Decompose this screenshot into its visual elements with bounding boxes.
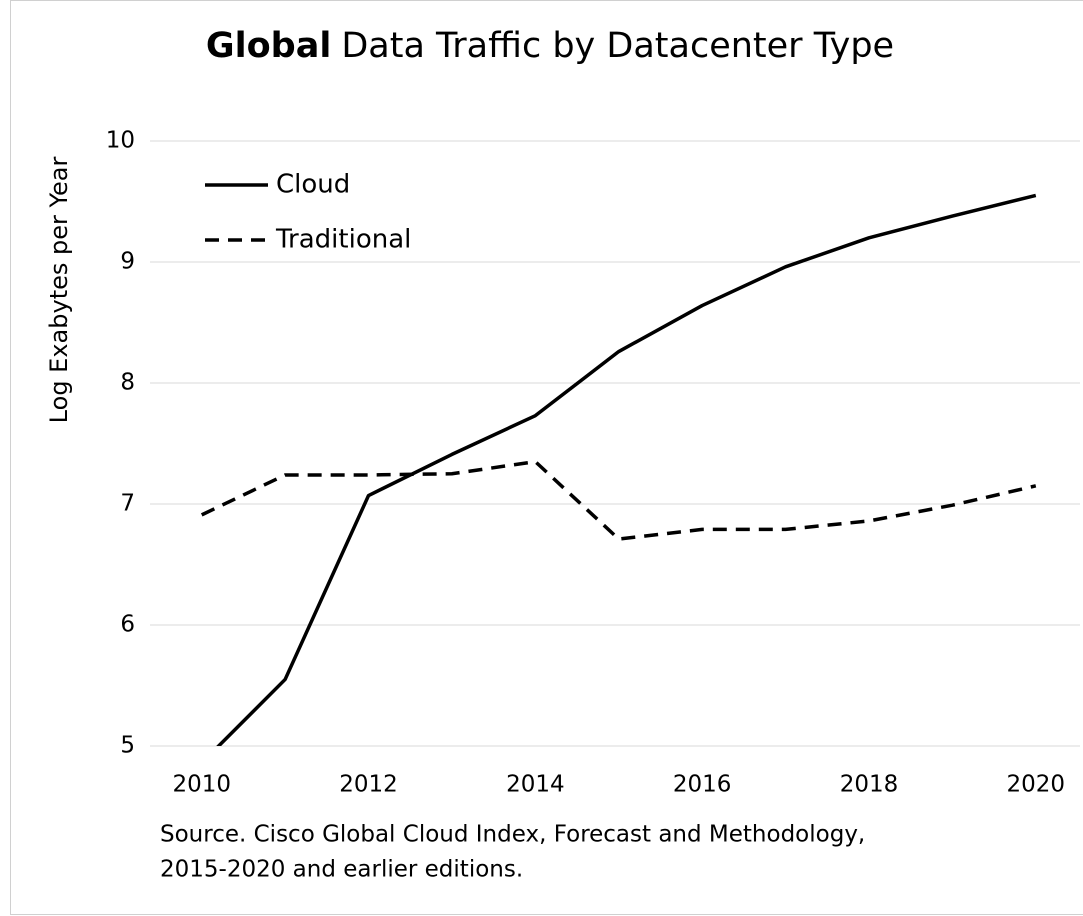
y-tick-label: 9: [120, 249, 135, 275]
title-bold: Global: [206, 26, 331, 66]
x-tick-label: 2010: [172, 772, 231, 798]
chart-title: Global Data Traffic by Datacenter Type: [206, 26, 894, 66]
x-tick-label: 2020: [1007, 772, 1066, 798]
x-tick-label: 2018: [840, 772, 899, 798]
y-axis-label: Log Exabytes per Year: [45, 157, 73, 424]
source-note: 2015-2020 and earlier editions.: [160, 857, 523, 883]
x-tick-label: 2016: [673, 772, 732, 798]
legend-label: Cloud: [276, 170, 350, 200]
x-tick-label: 2012: [339, 772, 398, 798]
y-tick-label: 5: [120, 733, 135, 759]
y-tick-label: 8: [120, 370, 135, 396]
frame: [10, 0, 1083, 915]
series-line: [216, 193, 1037, 746]
series-line: [200, 459, 1037, 541]
y-tick-label: 10: [106, 128, 135, 154]
legend-label: Traditional: [275, 225, 411, 255]
y-tick-label: 6: [120, 612, 135, 638]
title-rest: Data Traffic by Datacenter Type: [341, 26, 894, 66]
x-tick-label: 2014: [506, 772, 565, 798]
y-tick-label: 7: [120, 491, 135, 517]
source-note: Source. Cisco Global Cloud Index, Foreca…: [160, 822, 865, 848]
